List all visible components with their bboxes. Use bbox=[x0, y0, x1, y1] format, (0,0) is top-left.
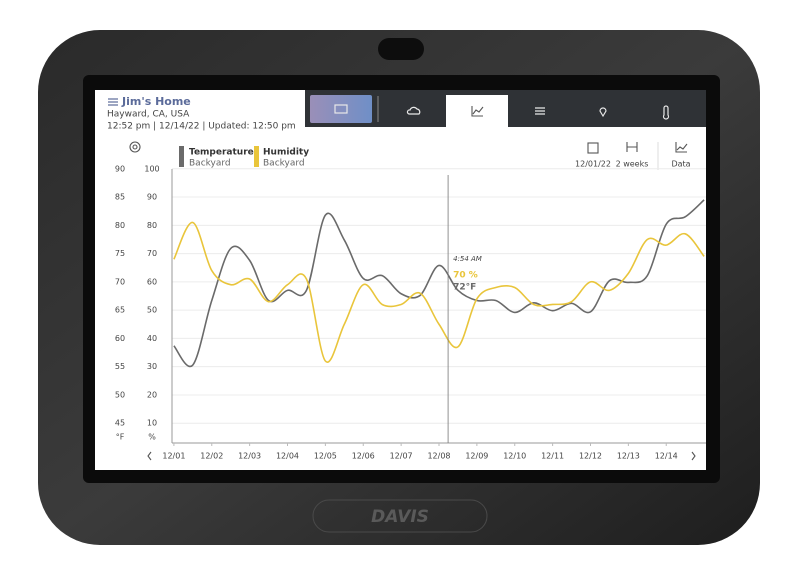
range-icon[interactable] bbox=[626, 142, 638, 152]
y2-tick-label: 100 bbox=[144, 164, 159, 173]
y-tick-label: 45 bbox=[115, 419, 125, 428]
x-tick-label: 12/13 bbox=[617, 452, 640, 461]
y2-tick-label: 70 bbox=[147, 249, 157, 258]
y-unit: °F bbox=[116, 433, 125, 442]
legend-label: Humidity bbox=[263, 148, 309, 158]
x-tick-label: 12/03 bbox=[238, 452, 261, 461]
legend-location: Backyard bbox=[263, 159, 305, 169]
range-control[interactable]: 2 weeks bbox=[616, 160, 649, 169]
x-tick-label: 12/11 bbox=[541, 452, 564, 461]
camera bbox=[378, 38, 424, 60]
x-tick-label: 12/07 bbox=[390, 452, 413, 461]
logo-plate bbox=[312, 499, 488, 533]
legend-location: Backyard bbox=[189, 159, 231, 169]
y-tick-label: 55 bbox=[115, 362, 125, 371]
cursor-value: 72°F bbox=[453, 283, 476, 293]
y-tick-label: 90 bbox=[115, 164, 125, 173]
y2-tick-label: 50 bbox=[147, 306, 157, 315]
y-tick-label: 75 bbox=[115, 249, 125, 258]
y2-tick-label: 80 bbox=[147, 221, 157, 230]
legend-label: Temperature bbox=[189, 148, 254, 158]
y2-tick-label: 60 bbox=[147, 277, 157, 286]
y2-tick-label: 30 bbox=[147, 362, 157, 371]
calendar-icon[interactable] bbox=[587, 142, 599, 154]
x-tick-label: 12/04 bbox=[276, 452, 299, 461]
status: 12:52 pm | 12/14/22 | Updated: 12:50 pm bbox=[107, 122, 296, 132]
tab-current[interactable] bbox=[310, 95, 372, 123]
x-tick-label: 12/05 bbox=[314, 452, 337, 461]
x-tick-label: 12/08 bbox=[427, 452, 450, 461]
plot: 45 50 55 60 65 70 75 80 85 90 10 20 30 40 50 60 70 80 90 10… bbox=[115, 164, 706, 461]
list-icon bbox=[108, 98, 118, 106]
location: Hayward, CA, USA bbox=[107, 110, 190, 120]
cursor-time: 4:54 AM bbox=[453, 255, 482, 263]
tab-charts-icon bbox=[471, 106, 484, 117]
y2-tick-label: 90 bbox=[147, 193, 157, 202]
view-control[interactable]: Data bbox=[671, 160, 690, 169]
x-tick-label: 12/02 bbox=[200, 452, 223, 461]
tab-list[interactable] bbox=[535, 107, 545, 115]
x-tick-label: 12/14 bbox=[655, 452, 678, 461]
x-tick-label: 12/09 bbox=[465, 452, 488, 461]
y-tick-label: 85 bbox=[115, 193, 125, 202]
y2-unit: % bbox=[148, 433, 156, 442]
cursor-value: 70 % bbox=[453, 271, 478, 281]
series-line bbox=[173, 221, 705, 363]
y2-tick-label: 40 bbox=[147, 334, 157, 343]
series-line bbox=[173, 199, 705, 368]
y2-tick-label: 10 bbox=[147, 419, 157, 428]
x-tick-label: 12/06 bbox=[352, 452, 375, 461]
x-tick-label: 12/01 bbox=[162, 452, 185, 461]
y-tick-label: 70 bbox=[115, 277, 125, 286]
settings-icon-center bbox=[132, 144, 138, 150]
prev-arrow[interactable] bbox=[147, 451, 152, 461]
legend-swatch bbox=[179, 146, 184, 167]
y-tick-label: 60 bbox=[115, 334, 125, 343]
y-tick-label: 65 bbox=[115, 306, 125, 315]
date-control[interactable]: 12/01/22 bbox=[575, 160, 611, 169]
tab-sensor[interactable] bbox=[662, 105, 670, 120]
tab-map[interactable] bbox=[599, 107, 607, 118]
next-arrow[interactable] bbox=[691, 451, 696, 461]
y-tick-label: 50 bbox=[115, 390, 125, 399]
settings-icon[interactable] bbox=[129, 141, 141, 153]
y-tick-label: 80 bbox=[115, 221, 125, 230]
legend-swatch bbox=[254, 146, 259, 167]
screen bbox=[95, 90, 706, 470]
brand: DAVIS bbox=[371, 507, 429, 527]
y2-tick-label: 20 bbox=[147, 390, 157, 399]
x-tick-label: 12/10 bbox=[503, 452, 526, 461]
view-icon[interactable] bbox=[675, 142, 688, 153]
tab-icon bbox=[334, 104, 348, 114]
tab-forecast[interactable] bbox=[406, 106, 421, 115]
x-tick-label: 12/12 bbox=[579, 452, 602, 461]
home-title: Jim's Home bbox=[121, 95, 191, 108]
